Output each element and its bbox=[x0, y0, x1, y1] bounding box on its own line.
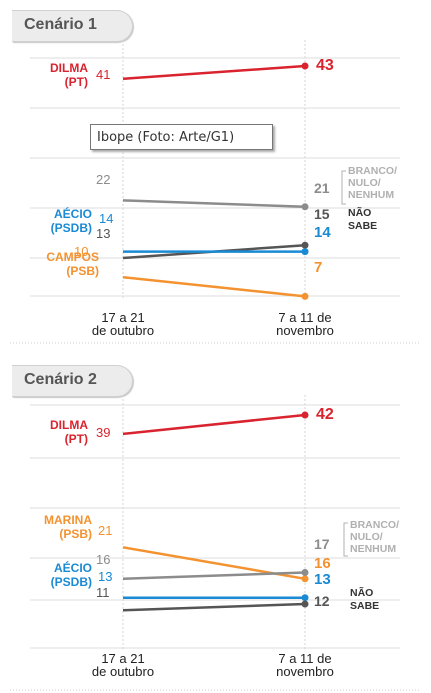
series-line bbox=[122, 199, 306, 209]
x-tick-label: novembro bbox=[276, 664, 334, 679]
x-tick-label: de outubro bbox=[92, 323, 154, 338]
data-point bbox=[301, 411, 309, 419]
series-name-label: AÉCIO bbox=[54, 206, 92, 221]
series-name-label: (PT) bbox=[65, 75, 88, 89]
data-point bbox=[301, 62, 309, 70]
end-value-label: 7 bbox=[314, 259, 322, 276]
start-value-label: 22 bbox=[96, 172, 110, 187]
start-value-label: 41 bbox=[96, 67, 110, 82]
start-value-label: 21 bbox=[98, 523, 112, 538]
series-name-label: (PSDB) bbox=[51, 221, 92, 235]
end-value-label: 14 bbox=[314, 224, 331, 241]
series-line bbox=[122, 413, 306, 436]
data-point bbox=[301, 241, 309, 249]
end-value-label: 13 bbox=[314, 571, 331, 588]
start-value-label: 10 bbox=[74, 244, 88, 259]
data-point bbox=[301, 600, 309, 608]
series-name-label: (PSDB) bbox=[51, 575, 92, 589]
series-line bbox=[122, 571, 306, 581]
series-name-label: NENHUM bbox=[348, 189, 394, 201]
series-name-label: NENHUM bbox=[350, 543, 396, 555]
end-value-label: 17 bbox=[314, 536, 330, 552]
data-point bbox=[301, 569, 309, 576]
series-name-label: SABE bbox=[350, 600, 379, 612]
series-name-label: NULO/ bbox=[348, 177, 381, 189]
series-name-label: SABE bbox=[348, 220, 377, 232]
start-value-label: 39 bbox=[96, 425, 110, 440]
x-tick-label: novembro bbox=[276, 323, 334, 338]
series-name-label: DILMA bbox=[50, 418, 88, 432]
series-line bbox=[122, 275, 306, 298]
start-value-label: 13 bbox=[96, 226, 110, 241]
series-name-label: DILMA bbox=[50, 61, 88, 75]
x-tick-label: 7 a 11 de bbox=[278, 310, 331, 325]
series-name-label: (PSB) bbox=[59, 527, 92, 541]
end-value-label: 15 bbox=[314, 206, 330, 222]
series-line bbox=[122, 602, 306, 612]
series-name-label: (PT) bbox=[65, 432, 88, 446]
scenario-2-tab: Cenário 2 bbox=[12, 365, 133, 397]
data-point bbox=[301, 203, 309, 211]
start-value-label: 11 bbox=[96, 585, 110, 600]
start-value-label: 16 bbox=[96, 552, 110, 567]
series-line bbox=[122, 64, 306, 81]
start-value-label: 14 bbox=[99, 211, 113, 226]
x-tick-label: 17 a 21 bbox=[101, 651, 144, 666]
end-value-label: 12 bbox=[314, 593, 330, 609]
series-name-label: CAMPOS bbox=[46, 250, 99, 264]
label-bracket bbox=[341, 170, 346, 205]
series-name-label: BRANCO/ bbox=[350, 519, 399, 531]
series-name-label: NÃO bbox=[350, 586, 373, 599]
image-tooltip: Ibope (Foto: Arte/G1) bbox=[90, 124, 273, 150]
scenario-1-title: Cenário 1 bbox=[24, 16, 97, 33]
end-value-label: 42 bbox=[316, 406, 334, 423]
series-name-label: (PSB) bbox=[66, 264, 99, 278]
data-point bbox=[301, 292, 309, 300]
series-name-label: BRANCO/ bbox=[348, 165, 397, 177]
series-name-label: NULO/ bbox=[350, 531, 383, 543]
scenario-1-tab: Cenário 1 bbox=[12, 10, 133, 42]
end-value-label: 43 bbox=[316, 57, 334, 74]
scenario-2-title: Cenário 2 bbox=[24, 371, 97, 388]
x-tick-label: 7 a 11 de bbox=[278, 651, 331, 666]
data-point bbox=[301, 575, 309, 583]
end-value-label: 16 bbox=[314, 555, 331, 572]
start-value-label: 13 bbox=[98, 569, 112, 584]
label-bracket bbox=[343, 522, 348, 557]
x-tick-label: 17 a 21 bbox=[101, 310, 144, 325]
series-name-label: AÉCIO bbox=[54, 560, 92, 575]
data-point bbox=[301, 248, 309, 256]
x-tick-label: de outubro bbox=[92, 664, 154, 679]
series-name-label: MARINA bbox=[44, 513, 92, 527]
series-name-label: NÃO bbox=[348, 206, 371, 219]
end-value-label: 21 bbox=[314, 180, 330, 196]
data-point bbox=[301, 594, 309, 602]
